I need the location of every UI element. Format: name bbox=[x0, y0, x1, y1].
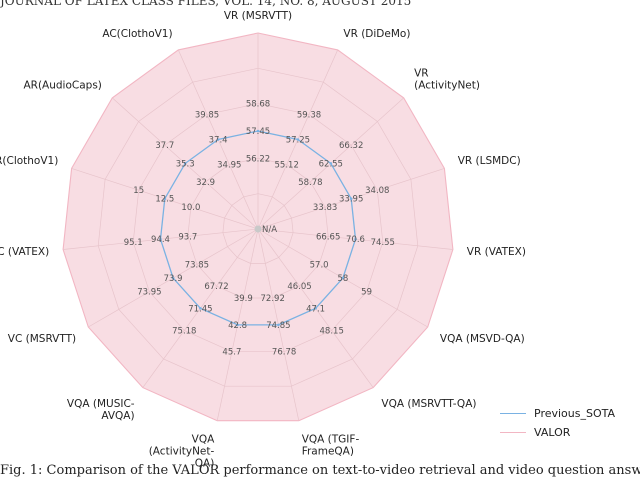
grid-ring-4 bbox=[132, 103, 384, 353]
tick-inner-vqa-music-avqa: 67.72 bbox=[204, 282, 228, 292]
legend-swatch-previous-sota bbox=[500, 413, 526, 414]
axis-label-vc-msrvtt: VC (MSRVTT) bbox=[8, 333, 76, 345]
tick-inner-vr-vatex: 66.65 bbox=[316, 232, 340, 242]
grid-ring-2 bbox=[187, 158, 329, 299]
tick-valor-ar-audiocaps: 37.7 bbox=[155, 141, 174, 151]
tick-valor-vr-vatex: 74.55 bbox=[371, 238, 395, 248]
tick-inner-ar-clothov1: 10.0 bbox=[181, 203, 200, 213]
tick-inner-vc-msrvtt: 73.85 bbox=[185, 260, 209, 270]
tick-valor-vr-activitynet: 66.32 bbox=[339, 141, 363, 151]
tick-prev-vr-vatex: 70.6 bbox=[346, 235, 365, 245]
tick-prev-vr-lsmdc: 33.95 bbox=[339, 195, 363, 205]
tick-inner-ac-clothov1: 34.95 bbox=[217, 161, 241, 171]
tick-prev-ac-clothov1: 37.4 bbox=[209, 136, 228, 146]
previous-sota-series-line bbox=[159, 130, 357, 326]
previous-sota-point-14 bbox=[183, 162, 187, 165]
tick-prev-ar-audiocaps: 35.3 bbox=[176, 159, 195, 169]
axis-label-vr-activitynet: VR (ActivityNet) bbox=[414, 68, 480, 92]
axis-label-vr-msrvtt: VR (MSRVTT) bbox=[224, 10, 292, 22]
tick-inner-vqa-msvd-qa: 57.0 bbox=[310, 260, 329, 270]
axis-label-ar-clothov1: AR(ClothoV1) bbox=[0, 155, 58, 167]
tick-valor-vqa-activitynet-qa: 45.7 bbox=[222, 348, 241, 358]
previous-sota-point-8 bbox=[277, 323, 280, 327]
tick-inner-vr-didemo: 55.12 bbox=[275, 161, 299, 171]
previous-sota-point-7 bbox=[314, 307, 317, 310]
tick-prev-vqa-music-avqa: 71.45 bbox=[188, 304, 212, 314]
axis-label-vr-vatex: VR (VATEX) bbox=[467, 246, 526, 258]
figure-caption: Fig. 1: Comparison of the VALOR performa… bbox=[0, 463, 640, 478]
axis-label-ac-clothov1: AC(ClothoV1) bbox=[102, 28, 172, 40]
tick-valor-vc-vatex: 95.1 bbox=[124, 238, 143, 248]
axis-label-vr-didemo: VR (DiDeMo) bbox=[343, 28, 410, 40]
tick-inner-vr-activitynet: 58.78 bbox=[298, 178, 322, 188]
axis-label-vqa-music-avqa: VQA (MUSIC-AVQA) bbox=[67, 398, 135, 422]
previous-sota-point-9 bbox=[236, 323, 239, 327]
tick-inner-vc-vatex: 93.7 bbox=[178, 232, 197, 242]
tick-inner-vqa-tgif-frameqa: 72.92 bbox=[261, 294, 285, 304]
tick-valor-vqa-music-avqa: 75.18 bbox=[172, 327, 196, 337]
previous-sota-point-11 bbox=[171, 276, 175, 280]
previous-sota-point-12 bbox=[159, 237, 162, 241]
previous-sota-point-6 bbox=[341, 276, 345, 280]
axis-label-vc-vatex: VC (VATEX) bbox=[0, 246, 49, 258]
previous-sota-point-2 bbox=[296, 138, 300, 141]
tick-valor-vqa-msrvtt-qa: 48.15 bbox=[320, 327, 344, 337]
tick-prev-vqa-activitynet-qa: 42.8 bbox=[228, 321, 247, 331]
legend-label-valor: VALOR bbox=[534, 426, 571, 439]
axis-label-ar-audiocaps: AR(AudioCaps) bbox=[23, 80, 101, 92]
center-label: N/A bbox=[262, 225, 277, 235]
previous-sota-point-3 bbox=[329, 162, 333, 165]
previous-sota-point-13 bbox=[163, 197, 167, 200]
axis-label-vqa-activitynet-qa: VQA (ActivityNet-QA) bbox=[149, 433, 215, 469]
center-marker bbox=[254, 225, 262, 233]
tick-valor-vqa-msvd-qa: 59 bbox=[361, 288, 372, 298]
legend-item-previous-sota: Previous_SOTA bbox=[500, 404, 615, 423]
tick-prev-vr-msrvtt: 57.45 bbox=[246, 127, 270, 137]
legend-swatch-valor bbox=[500, 432, 526, 433]
tick-valor-vc-msrvtt: 73.95 bbox=[137, 288, 161, 298]
tick-inner-vr-msrvtt: 56.22 bbox=[246, 154, 270, 164]
legend-label-previous-sota: Previous_SOTA bbox=[534, 407, 616, 420]
tick-prev-ar-clothov1: 12.5 bbox=[155, 195, 174, 205]
grid-ring-1 bbox=[222, 193, 294, 264]
tick-prev-vc-msrvtt: 73.9 bbox=[164, 274, 183, 284]
tick-prev-vr-activitynet: 62.55 bbox=[319, 159, 343, 169]
previous-sota-point-5 bbox=[354, 237, 357, 241]
tick-valor-vr-lsmdc: 34.08 bbox=[365, 186, 389, 196]
tick-valor-ar-clothov1: 15 bbox=[133, 186, 144, 196]
tick-prev-vr-didemo: 57.25 bbox=[286, 136, 310, 146]
previous-sota-point-1 bbox=[256, 129, 260, 133]
tick-inner-vr-lsmdc: 33.83 bbox=[313, 203, 337, 213]
tick-prev-vqa-tgif-frameqa: 74.85 bbox=[266, 321, 290, 331]
axis-label-vqa-msvd-qa: VQA (MSVD-QA) bbox=[440, 333, 525, 345]
previous-sota-point-15 bbox=[216, 138, 220, 141]
axis-label-vr-lsmdc: VR (LSMDC) bbox=[458, 155, 521, 167]
tick-prev-vc-vatex: 94.4 bbox=[151, 235, 170, 245]
axis-label-vqa-msrvtt-qa: VQA (MSRVTT-QA) bbox=[381, 398, 476, 410]
page-header: JOURNAL OF LATEX CLASS FILES, VOL. 14, N… bbox=[0, 0, 412, 8]
tick-valor-vr-didemo: 59.38 bbox=[297, 110, 321, 120]
tick-inner-ar-audiocaps: 32.9 bbox=[196, 178, 215, 188]
tick-inner-vqa-activitynet-qa: 39.9 bbox=[234, 294, 253, 304]
axis-label-vqa-tgif-frameqa: VQA (TGIF-FrameQA) bbox=[302, 433, 360, 457]
tick-valor-vr-msrvtt: 58.68 bbox=[246, 100, 270, 110]
legend-item-valor: VALOR bbox=[500, 423, 615, 442]
previous-sota-point-4 bbox=[349, 197, 353, 200]
chart-legend: Previous_SOTA VALOR bbox=[500, 404, 615, 442]
tick-prev-vqa-msrvtt-qa: 47.1 bbox=[306, 304, 325, 314]
tick-prev-vqa-msvd-qa: 58 bbox=[337, 274, 348, 284]
grid-ring-5 bbox=[97, 67, 419, 387]
previous-sota-point-10 bbox=[199, 307, 202, 310]
tick-valor-ac-clothov1: 39.85 bbox=[195, 110, 219, 120]
tick-inner-vqa-msrvtt-qa: 46.05 bbox=[287, 282, 311, 292]
tick-valor-vqa-tgif-frameqa: 76.78 bbox=[272, 348, 296, 358]
